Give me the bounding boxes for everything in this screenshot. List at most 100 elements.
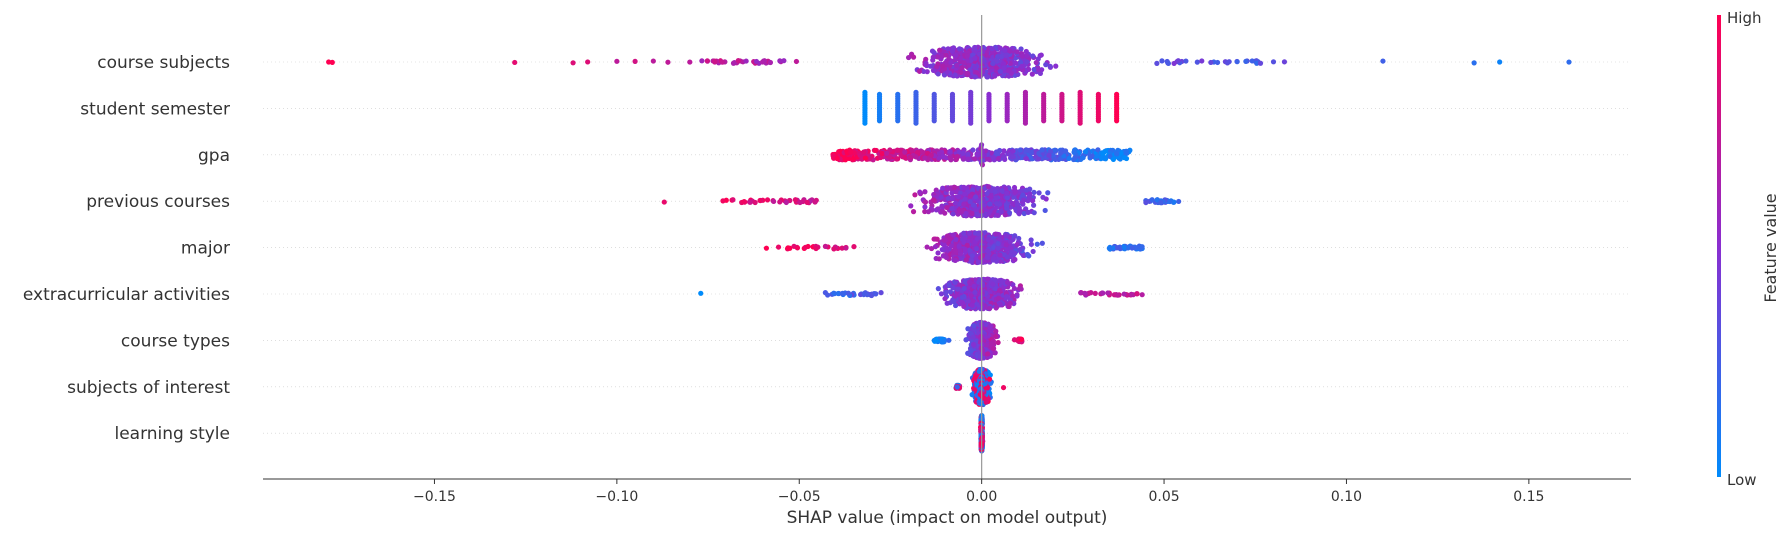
data-point xyxy=(953,52,959,58)
feature-points-student-semester xyxy=(862,89,1120,126)
data-point xyxy=(931,50,937,56)
data-point xyxy=(1059,118,1065,124)
data-point xyxy=(1031,189,1037,195)
data-point xyxy=(902,149,908,155)
data-point xyxy=(650,58,656,64)
data-point xyxy=(967,193,973,199)
data-point xyxy=(970,341,977,348)
data-point xyxy=(955,286,961,292)
data-point xyxy=(1001,148,1007,154)
data-point xyxy=(1021,197,1027,203)
data-point xyxy=(974,212,981,218)
data-point xyxy=(1004,254,1010,260)
data-point xyxy=(1082,290,1088,297)
data-point xyxy=(956,149,962,155)
data-point xyxy=(1183,58,1189,64)
data-point xyxy=(752,199,758,206)
data-point xyxy=(972,156,978,162)
data-point xyxy=(914,149,921,156)
data-point xyxy=(966,230,973,236)
data-point xyxy=(928,152,934,158)
data-point xyxy=(1194,59,1200,65)
data-point xyxy=(987,201,993,207)
data-point xyxy=(985,237,991,243)
data-point xyxy=(1019,188,1026,194)
feature-points-gpa xyxy=(830,142,1133,168)
data-point xyxy=(1121,291,1127,297)
data-point xyxy=(1018,336,1025,342)
data-point xyxy=(1034,241,1040,247)
data-point xyxy=(1002,47,1008,53)
data-point xyxy=(909,147,915,153)
data-point xyxy=(935,61,941,67)
data-point xyxy=(783,199,789,206)
data-point xyxy=(961,60,967,66)
data-point xyxy=(1062,148,1069,154)
data-point xyxy=(698,290,704,296)
data-point xyxy=(958,55,964,61)
data-point xyxy=(843,245,849,251)
data-point xyxy=(787,245,793,251)
data-point xyxy=(1023,48,1029,55)
data-point xyxy=(1003,201,1010,208)
data-point xyxy=(822,243,828,249)
data-point xyxy=(1008,245,1014,251)
data-point xyxy=(1052,156,1059,163)
data-point xyxy=(1159,58,1165,64)
data-point xyxy=(938,291,945,297)
data-point xyxy=(1013,188,1019,195)
data-point xyxy=(966,62,972,68)
data-point xyxy=(822,290,828,296)
data-point xyxy=(1114,118,1120,124)
data-point xyxy=(1017,246,1023,253)
data-point xyxy=(990,154,996,161)
data-point xyxy=(1080,155,1086,161)
data-point xyxy=(1471,60,1477,66)
data-point xyxy=(948,59,954,66)
data-point xyxy=(962,191,968,197)
data-point xyxy=(969,302,975,308)
data-point xyxy=(940,253,947,259)
data-point xyxy=(972,64,978,70)
data-point xyxy=(1043,62,1049,68)
data-point xyxy=(994,212,1001,218)
data-point xyxy=(763,245,770,251)
data-point xyxy=(839,290,846,296)
data-point xyxy=(771,198,777,205)
data-point xyxy=(994,200,1000,207)
data-point xyxy=(1497,59,1503,65)
data-point xyxy=(939,53,945,59)
data-point xyxy=(1254,60,1260,66)
data-point xyxy=(961,230,967,236)
data-point xyxy=(1061,153,1067,159)
data-point xyxy=(993,328,999,334)
data-point xyxy=(687,59,693,65)
data-point xyxy=(1031,66,1037,73)
data-point xyxy=(995,155,1002,162)
data-point xyxy=(753,58,760,65)
data-point xyxy=(950,211,956,217)
feature-points-extracurricular-activities xyxy=(698,276,1145,312)
data-point xyxy=(961,184,967,190)
data-point xyxy=(1094,153,1100,159)
data-point xyxy=(1134,291,1140,297)
data-point xyxy=(1039,147,1045,153)
data-point xyxy=(1012,256,1018,263)
data-point xyxy=(954,62,960,68)
data-point xyxy=(971,283,977,289)
data-point xyxy=(925,209,932,215)
data-point xyxy=(1026,193,1033,199)
data-point xyxy=(1031,202,1037,208)
data-point xyxy=(1033,59,1039,66)
data-point xyxy=(945,46,951,52)
data-point xyxy=(1004,190,1010,196)
data-point xyxy=(1030,53,1036,59)
data-point xyxy=(987,324,993,330)
data-point xyxy=(949,118,956,124)
data-point xyxy=(1199,58,1205,64)
data-point xyxy=(793,58,800,65)
data-point xyxy=(952,72,958,78)
data-point xyxy=(1100,151,1106,157)
data-point xyxy=(1010,148,1016,154)
data-point xyxy=(1110,156,1117,162)
